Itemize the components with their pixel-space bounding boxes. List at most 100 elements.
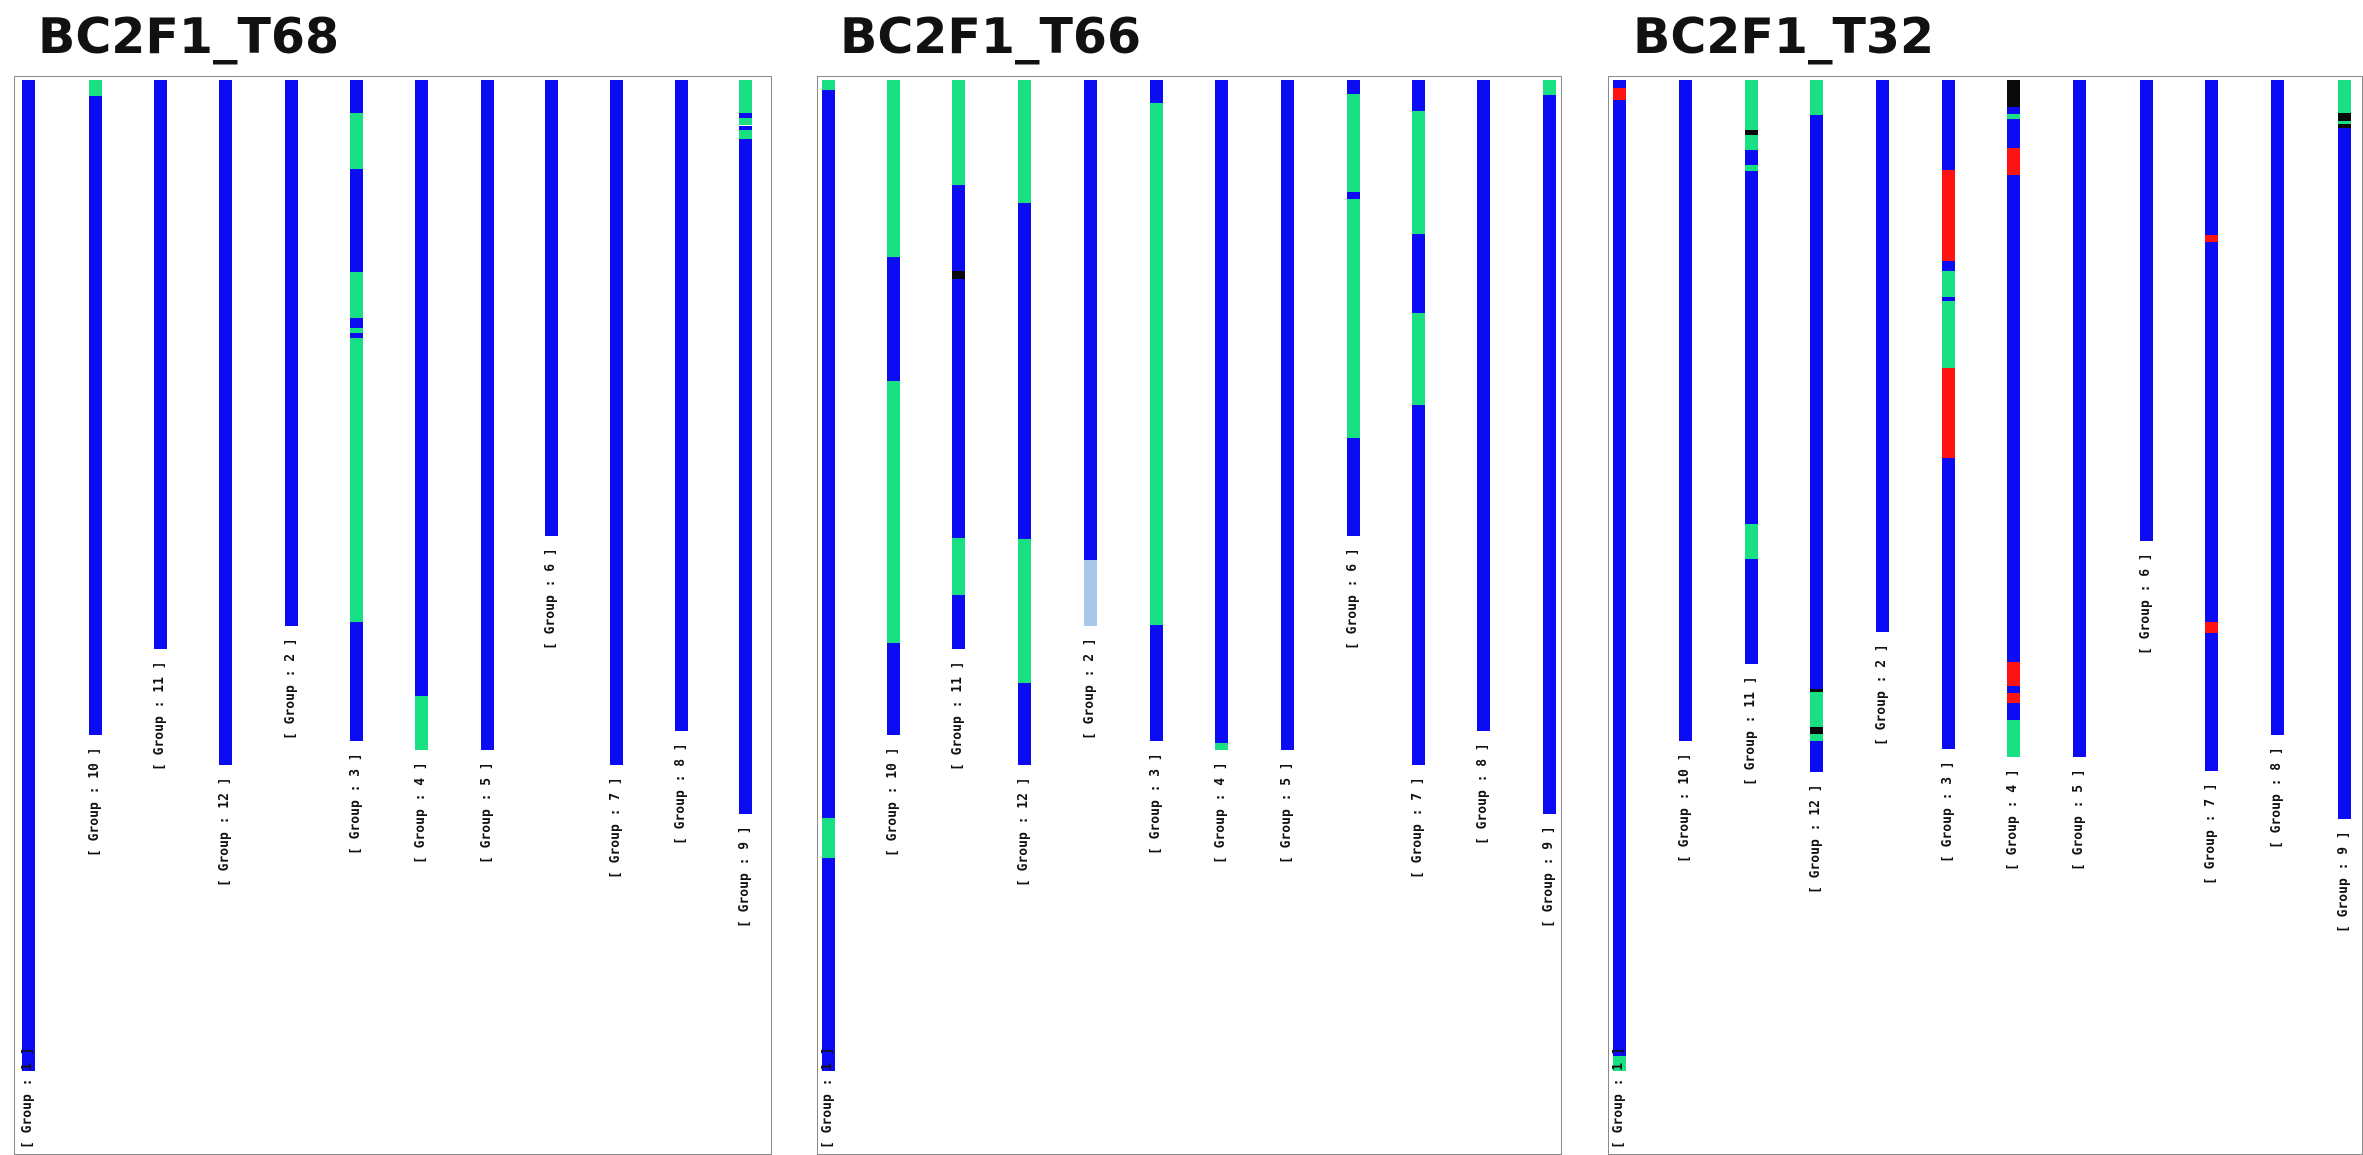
group-label: [ Group : 3 ] xyxy=(1148,753,1163,855)
panel-frame xyxy=(817,76,1562,1155)
genotype-segment-green xyxy=(350,113,363,170)
chromosome-bar xyxy=(2073,80,2086,757)
genotype-segment-blue xyxy=(481,80,494,750)
panel-title: BC2F1_T32 xyxy=(1633,8,1935,65)
chromosome-bar xyxy=(285,80,298,626)
genotype-segment-blue xyxy=(1613,99,1626,1057)
genotype-segment-blue xyxy=(1745,150,1758,165)
genotype-segment-green xyxy=(1942,300,1955,368)
genotype-segment-blue xyxy=(1018,203,1031,539)
genotype-segment-black xyxy=(952,270,965,280)
genotype-segment-blue xyxy=(1347,80,1360,94)
group-label: [ Group : 12 ] xyxy=(217,777,232,887)
genotype-segment-blue xyxy=(2338,128,2351,819)
group-label: [ Group : 3 ] xyxy=(348,753,363,855)
panel-frame xyxy=(14,76,772,1155)
genotype-segment-red xyxy=(1942,170,1955,261)
genotype-segment-lightblue xyxy=(1084,560,1097,626)
group-label: [ Group : 7 ] xyxy=(2203,783,2218,885)
chromosome-bar xyxy=(2205,80,2218,771)
chromosome-bar xyxy=(1347,80,1360,536)
genotype-segment-blue xyxy=(2205,632,2218,771)
genotype-segment-blue xyxy=(610,80,623,765)
genotype-segment-blue xyxy=(2140,80,2153,541)
genotype-segment-blue xyxy=(1412,405,1425,765)
genotype-segment-blue xyxy=(1810,740,1823,772)
group-label: [ Group : 10 ] xyxy=(1677,753,1692,863)
genotype-segment-blue xyxy=(2007,174,2020,663)
genotype-segment-green xyxy=(415,696,428,750)
genotype-segment-red xyxy=(2007,692,2020,703)
genotype-segment-green xyxy=(1347,198,1360,438)
genotype-segment-blue xyxy=(1942,80,1955,171)
genotype-segment-green xyxy=(1810,692,1823,727)
group-label: [ Group : 4 ] xyxy=(413,762,428,864)
group-label: [ Group : 2 ] xyxy=(1082,638,1097,740)
genotype-segment-blue xyxy=(2007,107,2020,114)
chromosome-bar xyxy=(675,80,688,731)
chromosome-bar xyxy=(89,80,102,735)
group-label: [ Group : 5 ] xyxy=(479,762,494,864)
genotype-segment-green xyxy=(350,337,363,622)
genotype-segment-blue xyxy=(89,96,102,735)
group-label: [ Group : 11 ] xyxy=(152,661,167,771)
chromosome-bar xyxy=(1018,80,1031,765)
group-label: [ Group : 1 ] xyxy=(820,1047,835,1149)
genotype-segment-blue xyxy=(1679,80,1692,741)
genotype-segment-green xyxy=(1018,538,1031,683)
genotype-segment-green xyxy=(1745,164,1758,171)
genotype-segment-blue xyxy=(822,857,835,1071)
group-label: [ Group : 7 ] xyxy=(608,777,623,879)
group-label: [ Group : 12 ] xyxy=(1016,777,1031,887)
genotype-segment-green xyxy=(350,327,363,333)
group-label: [ Group : 10 ] xyxy=(885,747,900,857)
chromosome-bar xyxy=(219,80,232,765)
group-label: [ Group : 6 ] xyxy=(2138,553,2153,655)
genotype-segment-blue xyxy=(1745,176,1758,524)
genotype-segment-green xyxy=(822,818,835,858)
genotype-segment-green xyxy=(1018,80,1031,204)
chromosome-bar xyxy=(154,80,167,649)
genotype-segment-blue xyxy=(2073,80,2086,757)
group-label: [ Group : 11 ] xyxy=(1743,676,1758,786)
chromosome-bar xyxy=(1613,80,1626,1071)
genotype-segment-blue xyxy=(2205,80,2218,236)
genotype-segment-blue xyxy=(350,80,363,114)
chromosome-bar xyxy=(1942,80,1955,749)
chromosome-bar xyxy=(415,80,428,750)
genotype-segment-blue xyxy=(739,138,752,814)
group-label: [ Group : 10 ] xyxy=(87,747,102,857)
genotype-segment-blue xyxy=(350,622,363,741)
chromosome-bar xyxy=(887,80,900,735)
genotype-segment-red xyxy=(2205,235,2218,243)
group-label: [ Group : 5 ] xyxy=(2071,769,2086,871)
genotype-segment-blue xyxy=(739,125,752,130)
chromosome-bar xyxy=(952,80,965,649)
genotype-segment-blue xyxy=(1215,80,1228,744)
chromosome-bar xyxy=(739,80,752,814)
genotype-segment-blue xyxy=(1876,80,1889,632)
chromosome-bar xyxy=(1745,80,1758,664)
panel-frame xyxy=(1608,76,2363,1155)
genotype-segment-blue xyxy=(1150,625,1163,741)
genotype-segment-green xyxy=(822,80,835,90)
chromosome-bar xyxy=(1679,80,1692,741)
chromosome-bar xyxy=(1084,80,1097,626)
group-label: [ Group : 4 ] xyxy=(1213,762,1228,864)
genotype-segment-blue xyxy=(1613,80,1626,88)
genotype-segment-blue xyxy=(2271,80,2284,735)
genotype-segment-blue xyxy=(887,256,900,382)
genotype-segment-blue xyxy=(1412,234,1425,313)
genotype-segment-green xyxy=(1942,270,1955,298)
chromosome-bar xyxy=(1150,80,1163,741)
genotype-segment-blue xyxy=(1543,94,1556,814)
genotype-segment-blue xyxy=(1942,457,1955,749)
chromosome-bar xyxy=(1412,80,1425,765)
genotype-segment-green xyxy=(887,381,900,644)
panel-title: BC2F1_T68 xyxy=(38,8,340,65)
genotype-segment-blue xyxy=(1347,191,1360,199)
group-label: [ Group : 6 ] xyxy=(543,548,558,650)
chromosome-bar xyxy=(2140,80,2153,541)
chromosome-bar xyxy=(2271,80,2284,735)
genotype-segment-blue xyxy=(1942,297,1955,301)
